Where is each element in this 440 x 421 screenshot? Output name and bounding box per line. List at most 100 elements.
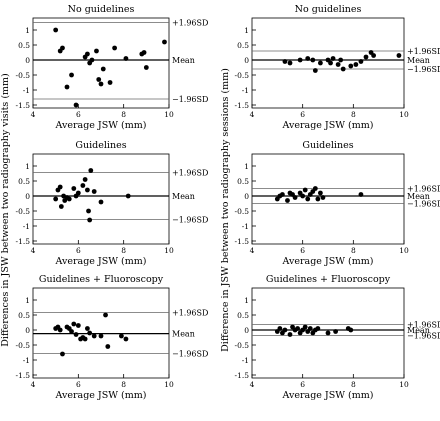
data-point <box>162 39 167 45</box>
y-tick-label: 0.5 <box>237 177 249 186</box>
x-tick-label: 6 <box>300 246 305 255</box>
y-tick-label: 0 <box>244 192 249 201</box>
data-point <box>88 168 94 173</box>
data-point <box>292 195 298 200</box>
data-point <box>119 333 124 339</box>
y-tick-label: 0 <box>25 56 30 65</box>
panel-title: Guidelines + Fluoroscopy <box>39 274 164 285</box>
data-point <box>71 186 77 191</box>
data-point <box>277 326 283 331</box>
y-tick-label: 0 <box>244 326 249 335</box>
data-point <box>87 330 93 336</box>
sd-limit-label: +1.96SD <box>172 309 208 318</box>
x-tick-label: 4 <box>250 110 255 119</box>
data-point <box>58 204 64 209</box>
y-tick-label: 0.5 <box>237 311 249 320</box>
x-axis-label: Average JSW (mm) <box>55 120 147 131</box>
data-point <box>75 323 81 328</box>
data-point <box>103 312 108 318</box>
data-point <box>57 184 63 190</box>
data-point <box>82 336 88 342</box>
y-tick-label: 1 <box>244 162 249 171</box>
sd-limit-label: +1.96SD <box>407 47 440 56</box>
data-point <box>305 56 311 61</box>
sd-limit-label: +1.96SD <box>407 321 440 330</box>
mean-label: Mean <box>407 192 430 201</box>
y-tick-label: -0.5 <box>16 207 31 216</box>
data-point <box>86 208 91 214</box>
mean-label: Mean <box>172 56 195 65</box>
x-tick-label: 8 <box>121 110 126 119</box>
plot-frame <box>251 287 405 379</box>
y-tick-label: 1 <box>244 296 249 305</box>
chart-panel-5: Guidelines + Fluoroscopy -1.5 -1 -0.5 0 0.5 1 4… <box>16 274 209 401</box>
x-tick-label: 10 <box>399 246 409 255</box>
x-tick-label: 6 <box>76 380 81 389</box>
data-point <box>335 62 341 67</box>
x-tick-label: 6 <box>76 110 81 119</box>
data-point <box>91 189 97 194</box>
data-point <box>112 45 117 51</box>
data-point <box>53 196 59 202</box>
sd-limit-label: −1.96SD <box>172 215 208 224</box>
mean-label: Mean <box>407 326 430 335</box>
data-point <box>353 62 359 67</box>
x-tick-label: 10 <box>164 110 174 119</box>
left-y-axis-label: Differences in JSW between two radiograp… <box>0 73 11 347</box>
data-point <box>94 48 99 54</box>
data-point <box>280 192 285 197</box>
data-point <box>75 190 81 196</box>
x-tick-label: 4 <box>250 246 255 255</box>
plot-frame <box>251 153 405 245</box>
x-tick-label: 4 <box>250 380 255 389</box>
data-point <box>285 198 290 203</box>
x-tick-label: 10 <box>164 246 174 255</box>
y-tick-label: -1.5 <box>235 237 250 246</box>
x-tick-label: 8 <box>351 246 356 255</box>
data-point <box>87 217 93 223</box>
chart-panel-2: No guidelines -1.5 -1 -0.5 0 0.5 1 4 6 8 10 Average… <box>235 4 440 131</box>
data-point <box>89 57 95 63</box>
chart-panel-3: Guidelines -1.5 -1 -0.5 0 0.5 1 4 6 8 10 Average JS… <box>16 140 209 267</box>
x-tick-label: 8 <box>351 110 356 119</box>
data-point <box>73 332 79 337</box>
data-point <box>318 190 323 196</box>
x-tick-label: 6 <box>76 246 81 255</box>
data-point <box>66 196 72 202</box>
data-point <box>315 196 321 202</box>
y-tick-label: 1 <box>25 26 30 35</box>
x-tick-label: 10 <box>399 380 409 389</box>
data-point <box>71 321 77 327</box>
chart-panel-6: Guidelines + Fluoroscopy -1.5 -1 -0.5 0 0.5 1 4… <box>235 274 440 401</box>
data-point <box>348 327 354 333</box>
plot-frame <box>32 17 170 109</box>
data-point <box>312 68 318 73</box>
data-point <box>53 27 59 33</box>
data-point <box>300 193 306 199</box>
data-point <box>396 53 402 58</box>
data-point <box>363 54 369 60</box>
y-tick-label: 0 <box>244 56 249 65</box>
data-point <box>60 351 65 357</box>
y-tick-label: 0.5 <box>18 41 30 50</box>
panel-title: No guidelines <box>68 4 135 15</box>
data-point <box>107 80 113 85</box>
y-tick-label: -0.5 <box>235 341 250 350</box>
y-tick-label: 0.5 <box>18 311 30 320</box>
data-point <box>310 57 316 63</box>
data-point <box>98 333 104 339</box>
y-tick-label: -1 <box>242 356 249 365</box>
sd-limit-label: −1.96SD <box>407 65 440 74</box>
x-tick-label: 6 <box>300 110 305 119</box>
data-point <box>312 186 318 191</box>
x-tick-label: 4 <box>31 110 36 119</box>
y-tick-label: -1 <box>23 222 30 231</box>
y-tick-label: -1.5 <box>16 101 31 110</box>
data-point <box>69 329 74 334</box>
data-point <box>91 333 97 339</box>
right-y-axis-label: Difference in JSW between two radiograph… <box>220 68 231 352</box>
data-point <box>302 187 308 193</box>
y-tick-label: -1.5 <box>16 371 31 380</box>
data-point <box>85 187 90 193</box>
y-tick-label: -1 <box>23 356 30 365</box>
